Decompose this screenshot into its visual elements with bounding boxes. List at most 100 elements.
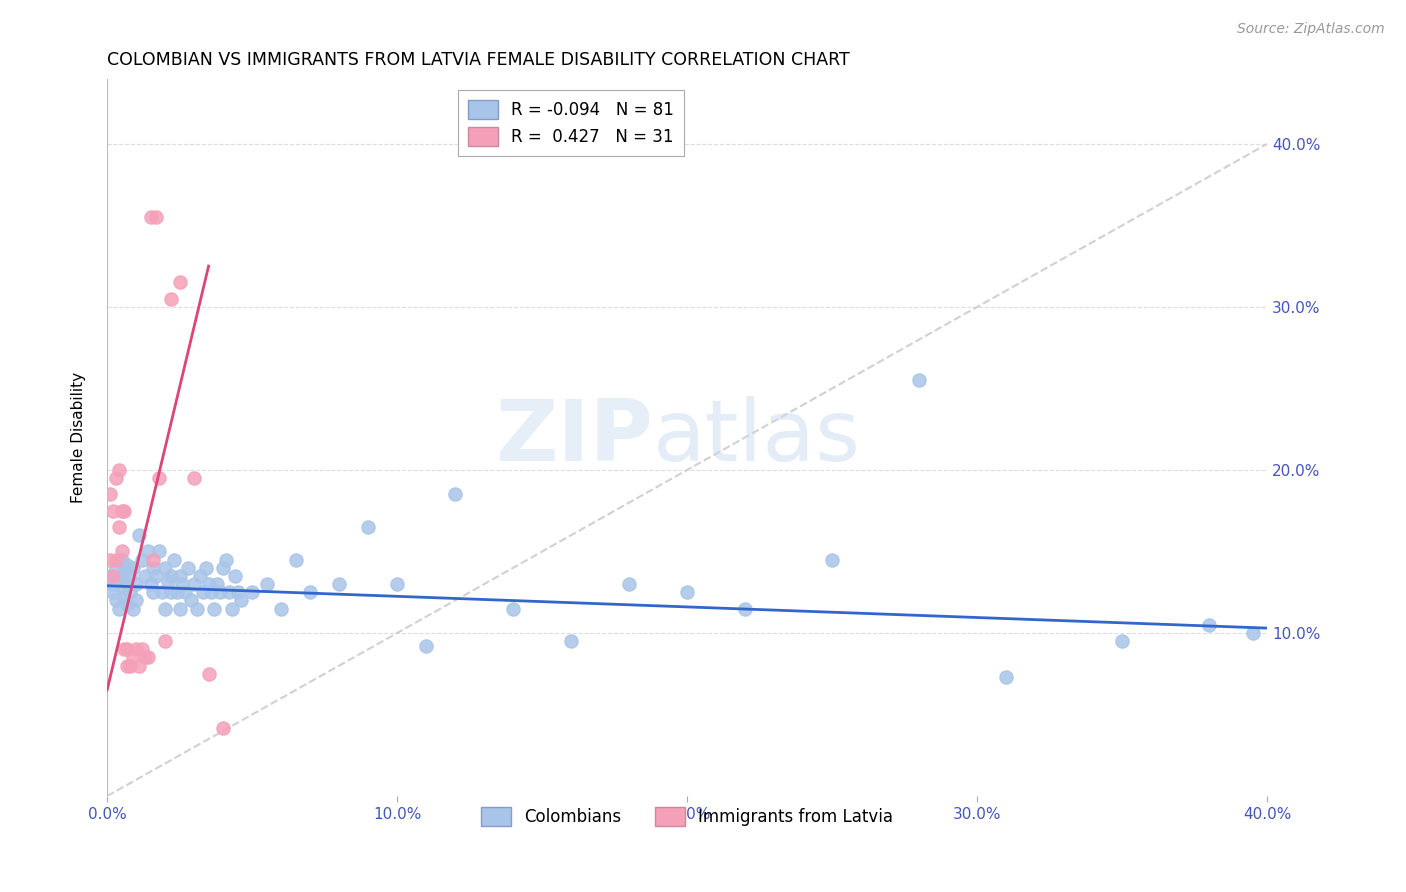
Point (148, 471, 170, 485)
Point (209, 585, 232, 599)
Point (107, 520, 129, 534)
Point (218, 585, 240, 599)
Point (226, 585, 249, 599)
Point (98, 552, 121, 566)
Point (183, 577, 205, 591)
Point (212, 721, 235, 735)
Point (166, 585, 188, 599)
Point (122, 561, 145, 575)
Point (194, 561, 217, 575)
Point (101, 569, 124, 583)
Point (142, 585, 165, 599)
Point (98, 569, 121, 583)
Point (215, 552, 238, 566)
Point (136, 650, 159, 665)
Point (270, 601, 292, 615)
Point (125, 577, 148, 591)
Point (150, 585, 173, 599)
Point (117, 658, 139, 673)
Point (734, 601, 756, 615)
Point (224, 569, 246, 583)
Point (1111, 634, 1133, 648)
Point (104, 593, 127, 607)
Point (104, 561, 127, 575)
Point (256, 577, 278, 591)
Point (160, 569, 183, 583)
Point (145, 569, 167, 583)
Point (134, 569, 156, 583)
Point (148, 544, 170, 558)
Point (299, 585, 322, 599)
Point (114, 642, 136, 657)
Point (169, 569, 191, 583)
Point (114, 564, 136, 578)
Point (207, 577, 229, 591)
Point (101, 577, 124, 591)
Point (153, 561, 176, 575)
Point (177, 561, 200, 575)
Point (107, 569, 129, 583)
Point (197, 666, 219, 681)
Point (122, 650, 145, 665)
Point (229, 593, 252, 607)
Point (221, 601, 243, 615)
Point (186, 601, 208, 615)
Point (120, 585, 142, 599)
Text: COLOMBIAN VS IMMIGRANTS FROM LATVIA FEMALE DISABILITY CORRELATION CHART: COLOMBIAN VS IMMIGRANTS FROM LATVIA FEMA… (107, 51, 849, 69)
Point (444, 487, 467, 501)
Point (560, 634, 582, 648)
Point (191, 585, 214, 599)
Point (676, 585, 699, 599)
Point (619, 577, 641, 591)
Point (357, 520, 380, 534)
Point (128, 528, 150, 542)
Point (139, 577, 162, 591)
Point (180, 593, 202, 607)
Point (110, 544, 132, 558)
Point (104, 552, 127, 566)
Point (153, 601, 176, 615)
Point (107, 601, 129, 615)
Point (160, 585, 183, 599)
Point (122, 601, 145, 615)
Point (128, 658, 150, 673)
Legend: Colombians, Immigrants from Latvia: Colombians, Immigrants from Latvia (472, 799, 901, 834)
Text: Source: ZipAtlas.com: Source: ZipAtlas.com (1237, 22, 1385, 37)
Point (131, 642, 153, 657)
Point (134, 650, 156, 665)
Point (284, 552, 307, 566)
Point (117, 642, 139, 657)
Point (101, 504, 124, 518)
Point (202, 601, 225, 615)
Point (908, 373, 931, 387)
Point (98, 487, 121, 501)
Point (240, 585, 263, 599)
Point (156, 574, 179, 588)
Y-axis label: Female Disability: Female Disability (72, 372, 86, 503)
Point (114, 504, 136, 518)
Point (169, 601, 191, 615)
Point (142, 552, 165, 566)
Point (385, 577, 408, 591)
Text: ZIP: ZIP (495, 396, 652, 479)
Point (110, 504, 132, 518)
Point (197, 577, 219, 591)
Point (1241, 626, 1264, 640)
Point (136, 544, 159, 558)
Point (153, 634, 176, 648)
Point (110, 552, 132, 566)
Point (114, 590, 136, 604)
Point (169, 276, 191, 290)
Point (183, 471, 205, 485)
Point (104, 471, 127, 485)
Point (995, 670, 1018, 684)
Point (415, 639, 437, 653)
Point (142, 561, 165, 575)
Point (145, 210, 167, 224)
Point (172, 577, 194, 591)
Point (120, 658, 142, 673)
Point (117, 597, 139, 611)
Point (163, 552, 186, 566)
Point (188, 569, 211, 583)
Point (160, 292, 183, 306)
